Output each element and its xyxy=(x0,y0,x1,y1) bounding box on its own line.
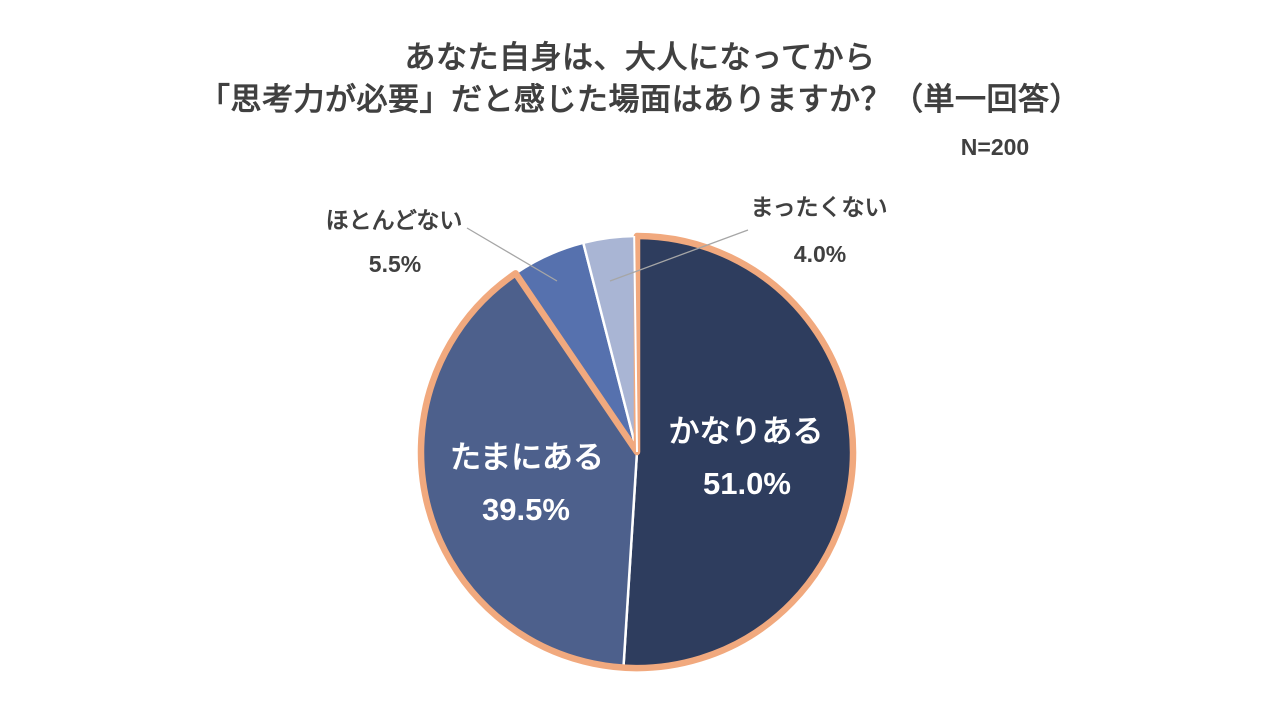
pie-slice-0 xyxy=(622,234,855,670)
chart-title-line2: 「思考力が必要」だと感じた場面はありますか？（単一回答） xyxy=(199,82,1081,117)
slice-label-mattakunai: まったくない xyxy=(750,194,888,220)
leader-line-mattakunai xyxy=(609,229,749,282)
chart-title-line1: あなた自身は、大人になってから xyxy=(404,40,876,75)
slice-label-kanariaru: かなりある xyxy=(668,414,824,449)
slice-value-tamaniaru: 39.5% xyxy=(482,492,570,527)
slice-value-kanariaru: 51.0% xyxy=(703,466,791,501)
chart-title: あなた自身は、大人になってから 「思考力が必要」だと感じた場面はありますか？（単… xyxy=(0,37,1280,121)
slice-value-hotondonai: 5.5% xyxy=(368,251,422,277)
leader-line-hotondonai xyxy=(466,227,558,282)
slice-value-mattakunai: 4.0% xyxy=(793,241,847,267)
slice-label-tamaniaru: たまにある xyxy=(449,440,605,475)
sample-size-label: N=200 xyxy=(960,134,1030,160)
highlight-border xyxy=(417,232,857,672)
slice-label-hotondonai: ほとんどない xyxy=(325,207,463,233)
